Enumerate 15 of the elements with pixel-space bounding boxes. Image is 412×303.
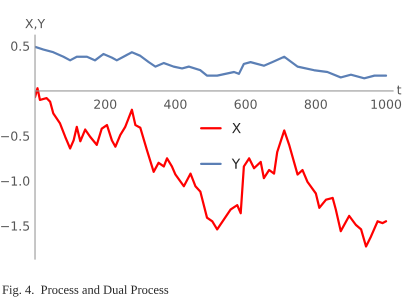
x-tick-label: 200 [94,99,116,109]
x-tick-label: 600 [234,99,257,109]
legend-label: X [232,122,241,134]
x-tick-label: 400 [164,99,187,109]
line-series [35,46,388,80]
x-tick-label: 1000 [371,99,402,109]
x-tick-label: 800 [304,99,327,109]
y-tick-label: −1.0 [1,176,30,186]
y-tick-label: 0.5 [11,41,30,51]
x-axis-title: t [396,86,402,94]
caption: Fig. 4. Process and Dual Process [2,285,168,297]
y-axis-title: X,Y [25,18,46,30]
y-tick-label: −1.5 [1,221,30,231]
y-tick-label: −0.5 [1,131,30,141]
legend-label: Y [232,158,240,169]
